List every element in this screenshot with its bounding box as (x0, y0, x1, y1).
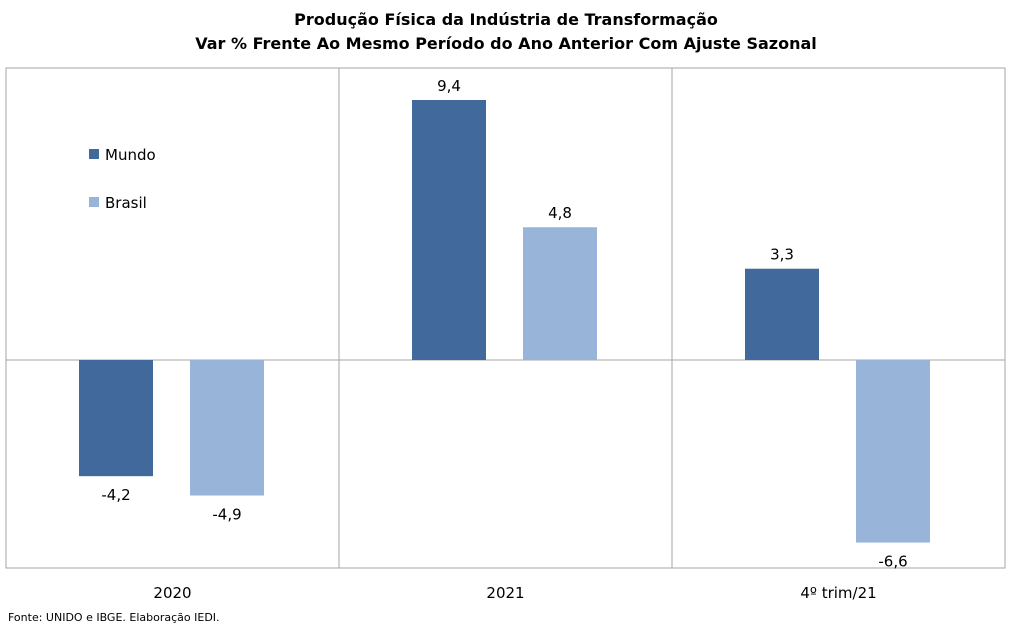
bar-mundo-2 (745, 268, 819, 360)
chart-title: Produção Física da Indústria de Transfor… (294, 10, 718, 29)
legend-label: Brasil (105, 194, 147, 212)
source-note: Fonte: UNIDO e IBGE. Elaboração IEDI. (8, 611, 220, 624)
bar-mundo-1 (412, 100, 486, 360)
x-tick-label: 2020 (153, 584, 191, 602)
data-label: -4,9 (212, 506, 241, 524)
bar-mundo-0 (79, 360, 153, 477)
bar-brasil-2 (856, 360, 930, 543)
data-label: -6,6 (878, 553, 907, 571)
x-tick-label: 2021 (486, 584, 524, 602)
x-tick-label: 4º trim/21 (800, 584, 876, 602)
bar-brasil-1 (523, 227, 597, 360)
data-label: 9,4 (437, 77, 461, 95)
legend-swatch-mundo (89, 149, 99, 159)
legend-swatch-brasil (89, 197, 99, 207)
data-label: 4,8 (548, 204, 572, 222)
plot-area (5, 67, 1006, 569)
bar-brasil-0 (190, 360, 264, 496)
chart-subtitle: Var % Frente Ao Mesmo Período do Ano Ant… (195, 34, 817, 53)
data-label: -4,2 (101, 486, 130, 504)
chart-title-block: Produção Física da Indústria de Transfor… (0, 8, 1012, 56)
legend-label: Mundo (105, 146, 156, 164)
data-label: 3,3 (770, 246, 794, 264)
